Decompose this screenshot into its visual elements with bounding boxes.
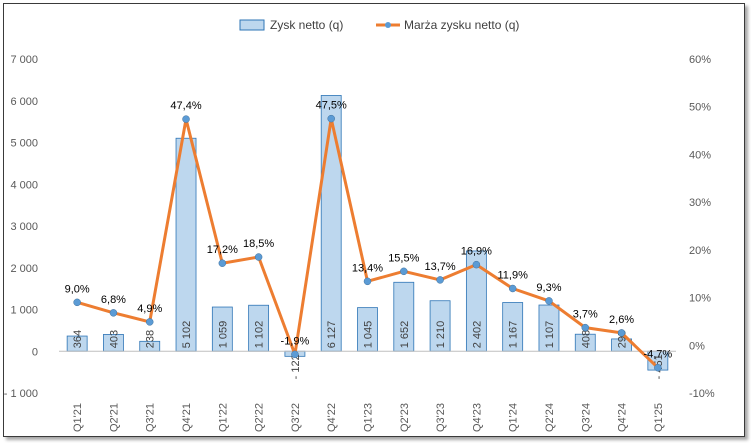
bar-value-label: 1 059 (217, 321, 229, 349)
right-axis-tick-label: 50% (689, 102, 711, 114)
x-axis-tick-label: Q1'21 (72, 403, 84, 432)
line-point (218, 259, 227, 267)
left-axis-tick-label: 3 000 (10, 221, 38, 233)
line-point (581, 323, 590, 332)
line-point (545, 297, 553, 305)
bar-value-label: - 122 (290, 354, 302, 379)
x-axis-tick-label: Q1'22 (217, 403, 229, 432)
legend-label-zysk-netto: Zysk netto (q) (270, 18, 343, 32)
x-axis-tick-label: Q3'24 (580, 403, 592, 432)
left-axis-tick-label: 5 000 (10, 138, 38, 150)
x-axis-tick-label: Q2'22 (254, 403, 266, 432)
legend: Zysk netto (q) Marża zysku netto (q) (239, 18, 519, 32)
x-axis-tick-label: Q1'23 (363, 403, 375, 432)
right-y-axis: -10% 0% 10% 20% 30% 40% 50% 60% (689, 54, 715, 400)
bar (175, 137, 197, 352)
x-axis-tick-label: Q3'21 (145, 403, 157, 432)
right-axis-tick-label: 0% (689, 340, 705, 352)
line-value-label: 18,5% (243, 238, 274, 250)
left-y-axis: - 1 000 0 1 000 2 000 3 000 4 000 5 000 6 000 7 … (4, 54, 38, 400)
legend-marker-marza (385, 22, 391, 28)
bar-value-label: 364 (72, 330, 84, 348)
x-axis-tick-label: Q4'22 (326, 403, 338, 432)
bar-value-label: 1 652 (399, 321, 411, 349)
line-value-label: 47,5% (316, 100, 347, 112)
line-point (508, 284, 517, 293)
line-value-label: 11,9% (497, 270, 528, 282)
right-axis-tick-label: 40% (689, 149, 711, 161)
bar-value-label: 2 402 (471, 321, 483, 349)
chart-frame: Zysk netto (q) Marża zysku netto (q) - 1 … (3, 3, 745, 437)
bar-value-label: 1 210 (435, 321, 447, 349)
net-profit-margin-chart: Zysk netto (q) Marża zysku netto (q) - 1 … (4, 18, 715, 432)
bar-value-label: 1 045 (363, 321, 375, 349)
line-point (363, 277, 372, 286)
right-axis-tick-label: 60% (689, 54, 711, 66)
left-axis-tick-label: 0 (32, 346, 38, 358)
x-axis-tick-label: Q3'22 (290, 403, 302, 432)
line-point (73, 298, 81, 307)
right-axis-tick-label: 10% (689, 293, 711, 305)
bar-value-label: 1 167 (508, 321, 520, 349)
legend-label-marza: Marża zysku netto (q) (404, 18, 519, 32)
line-value-label: -1,9% (281, 335, 310, 347)
left-axis-tick-label: 6 000 (10, 96, 38, 108)
line-value-label: 9,0% (65, 283, 90, 295)
line-point (254, 253, 263, 261)
x-axis-tick-label: Q1'25 (653, 403, 665, 432)
bar (320, 95, 342, 352)
line-point (436, 276, 444, 284)
bar-value-label: 1 102 (254, 321, 266, 349)
bar-value-label: 408 (580, 330, 592, 348)
bar-series (66, 95, 669, 371)
x-axis-tick-label: Q2'21 (108, 403, 120, 432)
line-value-label: 6,8% (101, 294, 126, 306)
x-axis-tick-label: Q4'21 (181, 403, 193, 432)
bar-value-label: 403 (108, 330, 120, 348)
left-axis-tick-label: 7 000 (10, 54, 38, 66)
line-point (654, 363, 662, 372)
line-point (617, 329, 626, 337)
line-value-label: 16,9% (461, 246, 492, 258)
x-axis-tick-label: Q1'24 (508, 403, 520, 432)
legend-swatch-zysk-netto (239, 19, 265, 31)
line-value-label: 15,5% (388, 252, 419, 264)
left-axis-tick-label: - 1 000 (4, 388, 38, 400)
line-value-label: 47,4% (170, 100, 201, 112)
right-axis-tick-label: -10% (689, 388, 715, 400)
line-value-label: -4,7% (643, 349, 672, 361)
x-axis-tick-label: Q2'24 (544, 403, 556, 432)
line-value-label: 17,2% (207, 244, 238, 256)
line-point (182, 115, 190, 123)
line-value-label: 2,6% (609, 314, 634, 326)
bar-labels: 364 403 238 5 102 1 059 1 102 - 122 6 127 1 045 1… (72, 321, 665, 380)
line-value-label: 4,9% (137, 303, 162, 315)
right-axis-tick-label: 20% (689, 245, 711, 257)
line-value-label: 13,4% (352, 262, 383, 274)
x-axis-tick-label: Q2'23 (399, 403, 411, 432)
line-point (472, 260, 481, 269)
line-point (400, 267, 408, 276)
line-labels: 9,0% 6,8% 4,9% 47,4% 17,2% 18,5% -1,9% 47,5% 13,… (65, 100, 673, 361)
left-axis-tick-label: 1 000 (10, 305, 38, 317)
line-value-label: 3,7% (573, 309, 598, 321)
line-value-label: 9,3% (536, 282, 561, 294)
bar-value-label: 1 107 (544, 321, 556, 349)
line-point (327, 114, 335, 123)
line-point (145, 318, 154, 326)
line-value-label: 13,7% (424, 261, 455, 273)
x-axis: Q1'21 Q2'21 Q3'21 Q4'21 Q1'22 Q2'22 Q3'22 Q4'22… (72, 403, 665, 432)
line-point (109, 309, 118, 317)
bar-value-label: 238 (145, 330, 157, 348)
bar-value-label: 5 102 (181, 321, 193, 349)
x-axis-tick-label: Q4'23 (471, 403, 483, 432)
left-axis-tick-label: 4 000 (10, 179, 38, 191)
bar-value-label: 6 127 (326, 321, 338, 349)
right-axis-tick-label: 30% (689, 197, 711, 209)
x-axis-tick-label: Q4'24 (617, 403, 629, 432)
line-point (291, 350, 299, 359)
x-axis-tick-label: Q3'23 (435, 403, 447, 432)
left-axis-tick-label: 2 000 (10, 263, 38, 275)
line-points (73, 114, 662, 372)
